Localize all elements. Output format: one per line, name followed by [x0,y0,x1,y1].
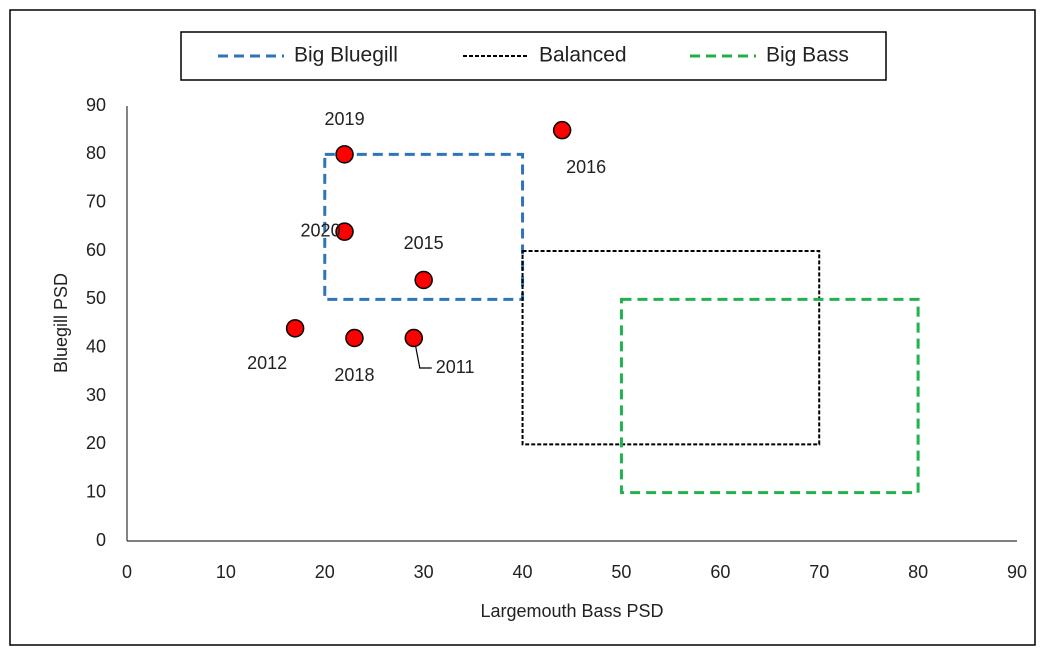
region-box [521,250,821,446]
x-tick-label: 30 [414,562,434,582]
x-tick-label: 40 [513,562,533,582]
y-tick-label: 10 [86,481,106,501]
point-label: 2015 [404,233,444,253]
point-label: 2018 [334,365,374,385]
point-label: 2012 [247,353,287,373]
x-tick-label: 20 [315,562,335,582]
data-point [404,328,424,348]
x-tick-label: 50 [611,562,631,582]
y-tick-label: 30 [86,385,106,405]
y-tick-label: 70 [86,191,106,211]
legend-label: Balanced [539,44,627,67]
legend-label: Big Bluegill [294,44,398,67]
y-axis-title: Bluegill PSD [51,273,71,373]
point-label: 2020 [301,220,341,240]
point-label: 2011 [436,357,475,377]
x-tick-label: 60 [710,562,730,582]
y-tick-label: 60 [86,240,106,260]
x-tick-label: 0 [122,562,132,582]
data-point [285,319,305,338]
y-tick-label: 40 [86,336,106,356]
x-tick-label: 10 [216,562,236,582]
y-tick-label: 50 [86,288,106,308]
y-tick-label: 90 [86,95,106,115]
legend-label: Big Bass [766,44,849,67]
data-point [345,328,364,348]
x-axis-title: Largemouth Bass PSD [480,601,663,621]
point-label: 2016 [566,157,606,177]
x-tick-label: 90 [1007,562,1027,582]
data-point [335,222,354,241]
region-box [323,152,525,301]
y-tick-label: 0 [96,530,106,550]
legend-box [180,31,887,81]
x-tick-label: 80 [908,562,928,582]
y-tick-label: 80 [86,143,106,163]
x-tick-label: 70 [809,562,829,582]
point-label: 2019 [325,109,365,129]
data-point [414,270,433,290]
region-box [619,297,920,495]
y-tick-label: 20 [86,433,106,453]
data-point [552,120,572,140]
leader-line [415,346,432,369]
data-point [335,145,354,164]
